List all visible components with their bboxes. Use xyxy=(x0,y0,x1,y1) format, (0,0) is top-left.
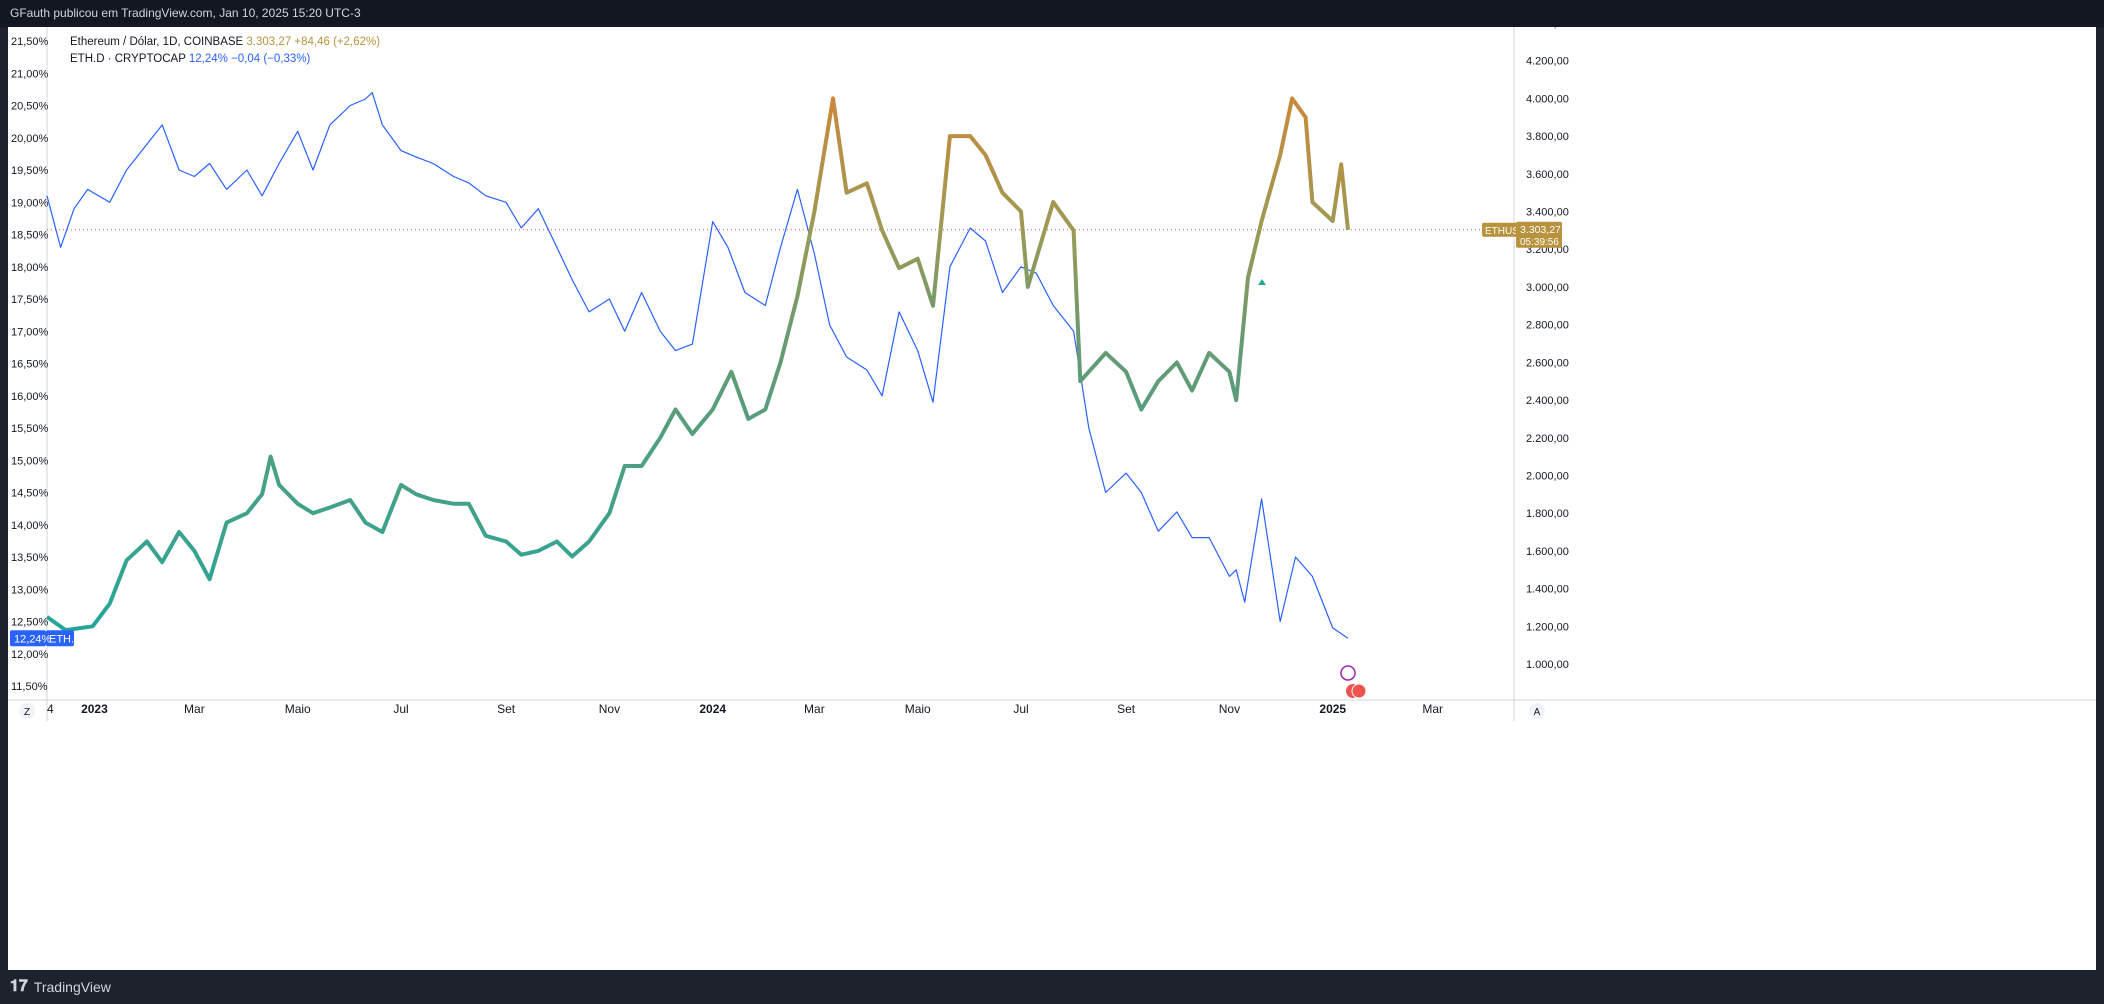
x-axis-tick-label: Jul xyxy=(393,702,408,716)
left-axis-tick-label: 17,00% xyxy=(11,326,49,338)
ethusd-badge-timer: 05:39:56 xyxy=(1520,237,1559,248)
left-axis-tick-label: 13,50% xyxy=(11,552,49,564)
flag-event-icon-2[interactable] xyxy=(1351,683,1367,699)
x-axis-tick-label: Set xyxy=(1117,702,1136,716)
x-axis-tick-label: Maio xyxy=(905,702,931,716)
left-axis-tick-label: 18,00% xyxy=(11,262,49,274)
x-axis-tick-label: 2023 xyxy=(81,702,108,716)
legend-eth-price: 3.303,27 xyxy=(246,36,292,48)
left-axis-tick-label: 19,50% xyxy=(11,165,49,177)
right-axis-tick-label: 1.400,00 xyxy=(1526,584,1569,596)
right-axis-tick-label: 4.400,00 xyxy=(1526,27,1569,30)
right-axis-tick-label: 3.800,00 xyxy=(1526,131,1569,143)
right-axis-tick-label: 2.600,00 xyxy=(1526,357,1569,369)
left-axis-tick-label: 18,50% xyxy=(11,230,49,242)
ethd-name-badge xyxy=(46,630,74,647)
legend-ethd-row[interactable]: ETH.D · CRYPTOCAP 12,24% −0,04 (−0,33%) xyxy=(70,51,380,68)
lightning-event-icon[interactable] xyxy=(1340,665,1356,681)
left-axis-tick-label: 17,50% xyxy=(11,294,49,306)
ethusd-badge-name: ETHUSD xyxy=(1485,226,1526,237)
left-axis-tick-label: 19,00% xyxy=(11,197,49,209)
series-line-ethusd[interactable] xyxy=(45,96,1350,633)
left-axis-tick-label: 15,00% xyxy=(11,455,49,467)
footer-bar: 𝟏𝟕 TradingView xyxy=(0,970,2104,1004)
x-axis-tick-label: 2025 xyxy=(1319,702,1346,716)
auto-scale-button[interactable] xyxy=(1529,703,1545,719)
right-axis-tick-label: 1.000,00 xyxy=(1526,659,1569,671)
right-axis-tick-label: 3.400,00 xyxy=(1526,207,1569,219)
right-axis-tick-label: 2.400,00 xyxy=(1526,395,1569,407)
x-axis-tick-label: Mar xyxy=(184,702,205,716)
ethusd-name-badge xyxy=(1482,222,1524,237)
left-axis-tick-label: 20,00% xyxy=(11,133,49,145)
legend-ethd-change: −0,04 (−0,33%) xyxy=(231,53,311,65)
x-axis-tick-label: Maio xyxy=(285,702,311,716)
x-axis-tick-label: Nov xyxy=(1219,702,1240,716)
tradingview-logo-icon[interactable]: 𝟏𝟕 xyxy=(10,978,28,995)
right-axis-tick-label: 2.200,00 xyxy=(1526,433,1569,445)
ethd-value-badge xyxy=(10,630,46,647)
x-axis-start-label: 4 xyxy=(47,702,54,716)
legend-ethd-title: ETH.D · CRYPTOCAP xyxy=(70,53,186,65)
left-axis-tick-label: 12,50% xyxy=(11,617,49,629)
legend-eth-change: +84,46 (+2,62%) xyxy=(294,36,381,48)
right-axis-tick-label: 2.800,00 xyxy=(1526,320,1569,332)
right-axis-tick-label: 3.600,00 xyxy=(1526,169,1569,181)
auto-scale-button-label[interactable]: A xyxy=(1534,707,1541,718)
left-axis-tick-label: 11,50% xyxy=(11,681,48,693)
legend-eth-row[interactable]: Ethereum / Dólar, 1D, COINBASE 3.303,27 … xyxy=(70,34,380,51)
signal-marker-icon xyxy=(1258,279,1266,285)
ethusd-price-badge xyxy=(1516,221,1562,248)
chart-frame[interactable]: 11,50% 12,00% 12,50% 13,00% 13,50% 14,00% 14,5… xyxy=(8,27,2096,970)
left-axis-tick-label: 13,00% xyxy=(11,584,49,596)
series-line-ethd[interactable] xyxy=(46,91,1349,639)
publish-header: GFauth publicou em TradingView.com, Jan … xyxy=(0,0,2104,27)
left-axis-tick-label: 21,50% xyxy=(11,36,49,48)
x-axis-tick-label: Nov xyxy=(599,702,620,716)
legend-eth-title: Ethereum / Dólar, 1D, COINBASE xyxy=(70,36,244,48)
price-chart[interactable]: 11,50% 12,00% 12,50% 13,00% 13,50% 14,00% 14,5… xyxy=(8,27,2096,970)
ethusd-badge-price: 3.303,27 xyxy=(1520,224,1561,236)
left-axis-tick-label: 16,00% xyxy=(11,391,49,403)
right-axis-tick-label: 1.600,00 xyxy=(1526,546,1569,558)
left-axis-tick-label: 20,50% xyxy=(11,101,49,113)
right-axis-tick-label: 1.200,00 xyxy=(1526,621,1569,633)
timezone-button[interactable] xyxy=(19,703,35,719)
right-axis-tick-label: 4.200,00 xyxy=(1526,56,1569,68)
left-axis-tick-label: 15,50% xyxy=(11,423,49,435)
right-axis-tick-label: 4.000,00 xyxy=(1526,93,1569,105)
right-axis-tick-label: 3.000,00 xyxy=(1526,282,1569,294)
tradingview-brand[interactable]: TradingView xyxy=(33,979,111,995)
ethd-badge-name: ETH.D xyxy=(49,633,82,645)
left-axis-tick-label: 12,00% xyxy=(11,649,49,661)
ethd-badge-value: 12,24% xyxy=(14,633,52,645)
chart-legend: Ethereum / Dólar, 1D, COINBASE 3.303,27 … xyxy=(70,34,380,68)
left-axis-tick-label: 16,50% xyxy=(11,359,49,371)
timezone-button-label[interactable]: Z xyxy=(24,707,30,718)
right-axis-tick-label: 2.000,00 xyxy=(1526,470,1569,482)
x-axis-tick-label: Mar xyxy=(804,702,825,716)
left-axis-tick-label: 21,00% xyxy=(11,68,49,80)
x-axis-tick-label: Jul xyxy=(1013,702,1028,716)
right-axis-tick-label: 1.800,00 xyxy=(1526,508,1569,520)
x-axis-tick-label: Mar xyxy=(1422,702,1443,716)
x-axis-tick-label: 2024 xyxy=(699,702,726,716)
legend-ethd-value: 12,24% xyxy=(188,53,228,65)
x-axis-tick-label: Set xyxy=(497,702,516,716)
left-axis-tick-label: 14,50% xyxy=(11,488,49,500)
left-axis-tick-label: 14,00% xyxy=(11,520,49,532)
